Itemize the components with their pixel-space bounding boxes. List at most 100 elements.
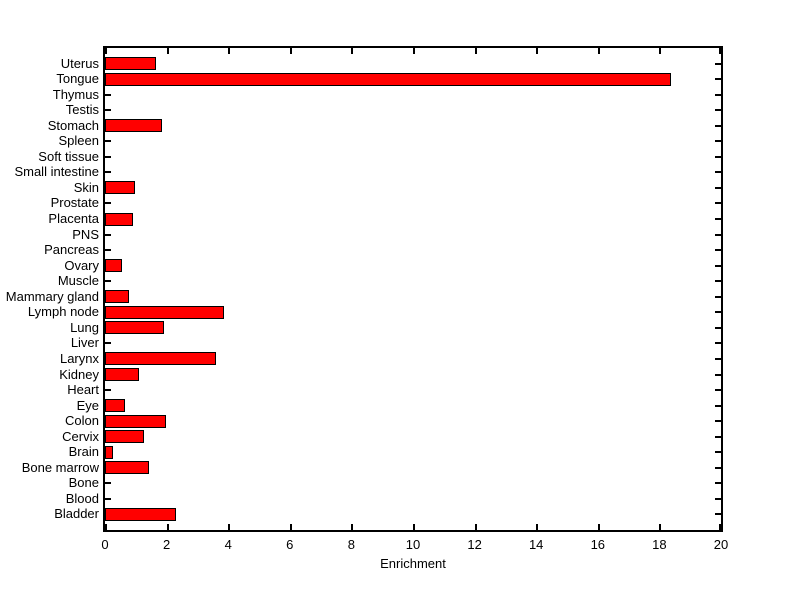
y-tick-label-placenta: Placenta	[48, 211, 99, 227]
y-tick-label-mammary-gland: Mammary gland	[5, 288, 99, 304]
x-axis-tick-top	[351, 48, 354, 54]
y-axis-tick-right	[715, 497, 721, 500]
y-tick-label-thymus: Thymus	[52, 86, 99, 102]
x-tick-label-0: 0	[101, 537, 109, 552]
x-tick-label-10: 10	[405, 537, 421, 552]
bar-lung	[105, 321, 164, 335]
bar-eye	[105, 399, 126, 413]
y-tick-label-kidney: Kidney	[59, 366, 99, 382]
x-axis-tick-bottom	[597, 524, 600, 530]
x-axis-tick-top	[659, 48, 662, 54]
y-axis-tick-left	[105, 280, 111, 283]
bar-placenta	[105, 212, 134, 226]
y-axis-tick-right	[715, 435, 721, 438]
y-axis-tick-left	[105, 171, 111, 174]
y-axis-tick-right	[715, 109, 721, 112]
y-tick-label-ovary: Ovary	[64, 257, 99, 273]
y-axis-tick-left	[105, 497, 111, 500]
y-axis-tick-right	[715, 171, 721, 174]
y-axis-tick-right	[715, 202, 721, 205]
y-axis-tick-right	[715, 357, 721, 360]
bar-skin	[105, 181, 135, 195]
x-axis-tick-bottom	[166, 524, 169, 530]
x-axis-tick-bottom	[719, 524, 721, 530]
bar-tongue	[105, 72, 671, 86]
x-axis-tick-top	[228, 48, 231, 54]
y-axis-tick-right	[715, 451, 721, 454]
y-tick-label-bone-marrow: Bone marrow	[21, 459, 99, 475]
y-axis-tick-right	[715, 295, 721, 298]
y-axis-tick-left	[105, 233, 111, 236]
y-axis-tick-right	[715, 326, 721, 329]
y-axis-tick-right	[715, 404, 721, 407]
x-tick-label-18: 18	[652, 537, 667, 552]
y-tick-label-liver: Liver	[70, 335, 99, 351]
x-axis-tick-top	[166, 48, 169, 54]
y-axis-tick-left	[105, 202, 111, 205]
x-axis-tick-top	[474, 48, 477, 54]
x-axis-tick-bottom	[105, 524, 107, 530]
x-axis-tick-top	[719, 48, 721, 54]
x-axis-tick-top	[536, 48, 539, 54]
bar-uterus	[105, 57, 157, 71]
x-tick-label-12: 12	[467, 537, 482, 552]
y-tick-label-bladder: Bladder	[54, 506, 99, 522]
y-axis-tick-right	[715, 155, 721, 158]
y-axis-tick-left	[105, 93, 111, 96]
y-tick-label-soft-tissue: Soft tissue	[38, 148, 99, 164]
y-tick-label-cervix: Cervix	[62, 428, 99, 444]
y-axis-tick-right	[715, 513, 721, 516]
y-tick-label-eye: Eye	[76, 397, 99, 413]
y-axis-tick-right	[715, 249, 721, 252]
y-axis-tick-left	[105, 389, 111, 392]
y-tick-label-skin: Skin	[73, 179, 99, 195]
x-axis-tick-top	[597, 48, 600, 54]
y-tick-label-pancreas: Pancreas	[44, 242, 99, 258]
y-axis-tick-right	[715, 466, 721, 469]
y-axis-tick-right	[715, 342, 721, 345]
y-axis-tick-left	[105, 109, 111, 112]
x-axis-tick-bottom	[228, 524, 231, 530]
bar-lymph-node	[105, 305, 225, 319]
y-axis-tick-right	[715, 93, 721, 96]
y-tick-label-testis: Testis	[65, 102, 99, 118]
bar-brain	[105, 445, 114, 459]
y-axis-tick-right	[715, 186, 721, 189]
y-axis-tick-right	[715, 124, 721, 127]
y-axis-tick-right	[715, 78, 721, 81]
y-tick-label-blood: Blood	[65, 490, 99, 506]
y-tick-label-uterus: Uterus	[60, 55, 99, 71]
bars-container	[105, 48, 721, 530]
y-axis-tick-right	[715, 62, 721, 65]
x-axis-tick-bottom	[659, 524, 662, 530]
x-tick-label-8: 8	[347, 537, 355, 552]
y-axis-tick-right	[715, 373, 721, 376]
bar-bone-marrow	[105, 461, 149, 475]
y-tick-label-heart: Heart	[67, 382, 99, 398]
y-tick-label-lymph-node: Lymph node	[27, 304, 99, 320]
bar-ovary	[105, 259, 123, 273]
y-tick-label-colon: Colon	[65, 413, 99, 429]
x-axis-tick-top	[289, 48, 292, 54]
x-axis-tick-bottom	[351, 524, 354, 530]
y-tick-label-larynx: Larynx	[59, 350, 99, 366]
y-axis-tick-left	[105, 155, 111, 158]
y-axis-tick-left	[105, 140, 111, 143]
x-axis-tick-bottom	[289, 524, 292, 530]
x-axis-tick-bottom	[474, 524, 477, 530]
y-tick-label-stomach: Stomach	[47, 117, 99, 133]
bar-colon	[105, 414, 166, 428]
y-axis-tick-left	[105, 342, 111, 345]
x-axis-tick-bottom	[413, 524, 415, 530]
y-axis-tick-right	[715, 264, 721, 267]
plot-area	[103, 46, 723, 532]
y-axis-tick-left	[105, 482, 111, 485]
bar-larynx	[105, 352, 217, 366]
x-tick-label-20: 20	[713, 537, 729, 552]
x-axis-tick-top	[413, 48, 415, 54]
x-tick-label-6: 6	[286, 537, 294, 552]
bar-stomach	[105, 119, 163, 133]
y-axis-tick-right	[715, 482, 721, 485]
y-tick-label-prostate: Prostate	[50, 195, 99, 211]
